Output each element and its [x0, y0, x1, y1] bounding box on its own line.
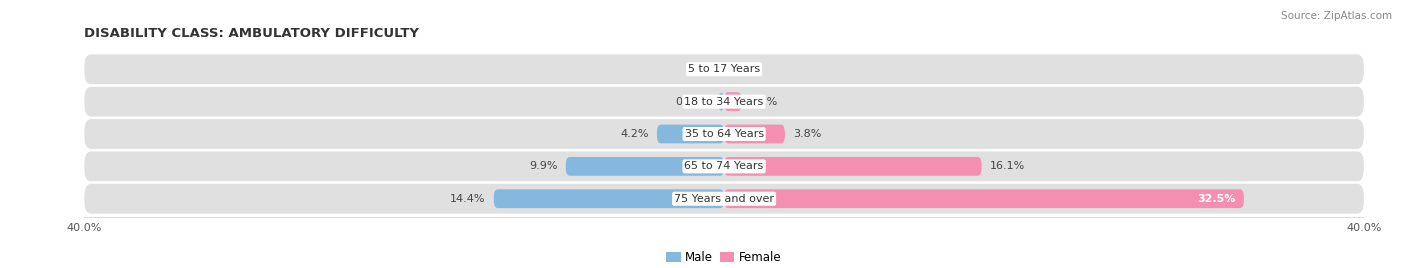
FancyBboxPatch shape	[84, 184, 1364, 214]
FancyBboxPatch shape	[84, 119, 1364, 149]
Text: 75 Years and over: 75 Years and over	[673, 194, 775, 204]
FancyBboxPatch shape	[84, 87, 1364, 117]
Text: 0.36%: 0.36%	[675, 97, 710, 107]
FancyBboxPatch shape	[718, 92, 724, 111]
Text: 65 to 74 Years: 65 to 74 Years	[685, 161, 763, 171]
FancyBboxPatch shape	[724, 157, 981, 176]
FancyBboxPatch shape	[657, 125, 724, 143]
Text: 16.1%: 16.1%	[990, 161, 1025, 171]
Text: DISABILITY CLASS: AMBULATORY DIFFICULTY: DISABILITY CLASS: AMBULATORY DIFFICULTY	[84, 27, 419, 40]
Text: 35 to 64 Years: 35 to 64 Years	[685, 129, 763, 139]
FancyBboxPatch shape	[84, 151, 1364, 181]
Text: 1.1%: 1.1%	[749, 97, 778, 107]
FancyBboxPatch shape	[724, 125, 785, 143]
Text: Source: ZipAtlas.com: Source: ZipAtlas.com	[1281, 11, 1392, 21]
Text: 4.2%: 4.2%	[620, 129, 650, 139]
Text: 3.8%: 3.8%	[793, 129, 821, 139]
Text: 0.0%: 0.0%	[688, 64, 716, 74]
Text: 18 to 34 Years: 18 to 34 Years	[685, 97, 763, 107]
Text: 9.9%: 9.9%	[529, 161, 558, 171]
Text: 14.4%: 14.4%	[450, 194, 486, 204]
Text: 32.5%: 32.5%	[1198, 194, 1236, 204]
FancyBboxPatch shape	[724, 189, 1244, 208]
FancyBboxPatch shape	[84, 54, 1364, 84]
FancyBboxPatch shape	[565, 157, 724, 176]
FancyBboxPatch shape	[494, 189, 724, 208]
Text: 0.0%: 0.0%	[733, 64, 761, 74]
Text: 5 to 17 Years: 5 to 17 Years	[688, 64, 761, 74]
FancyBboxPatch shape	[724, 92, 742, 111]
Legend: Male, Female: Male, Female	[662, 246, 786, 268]
